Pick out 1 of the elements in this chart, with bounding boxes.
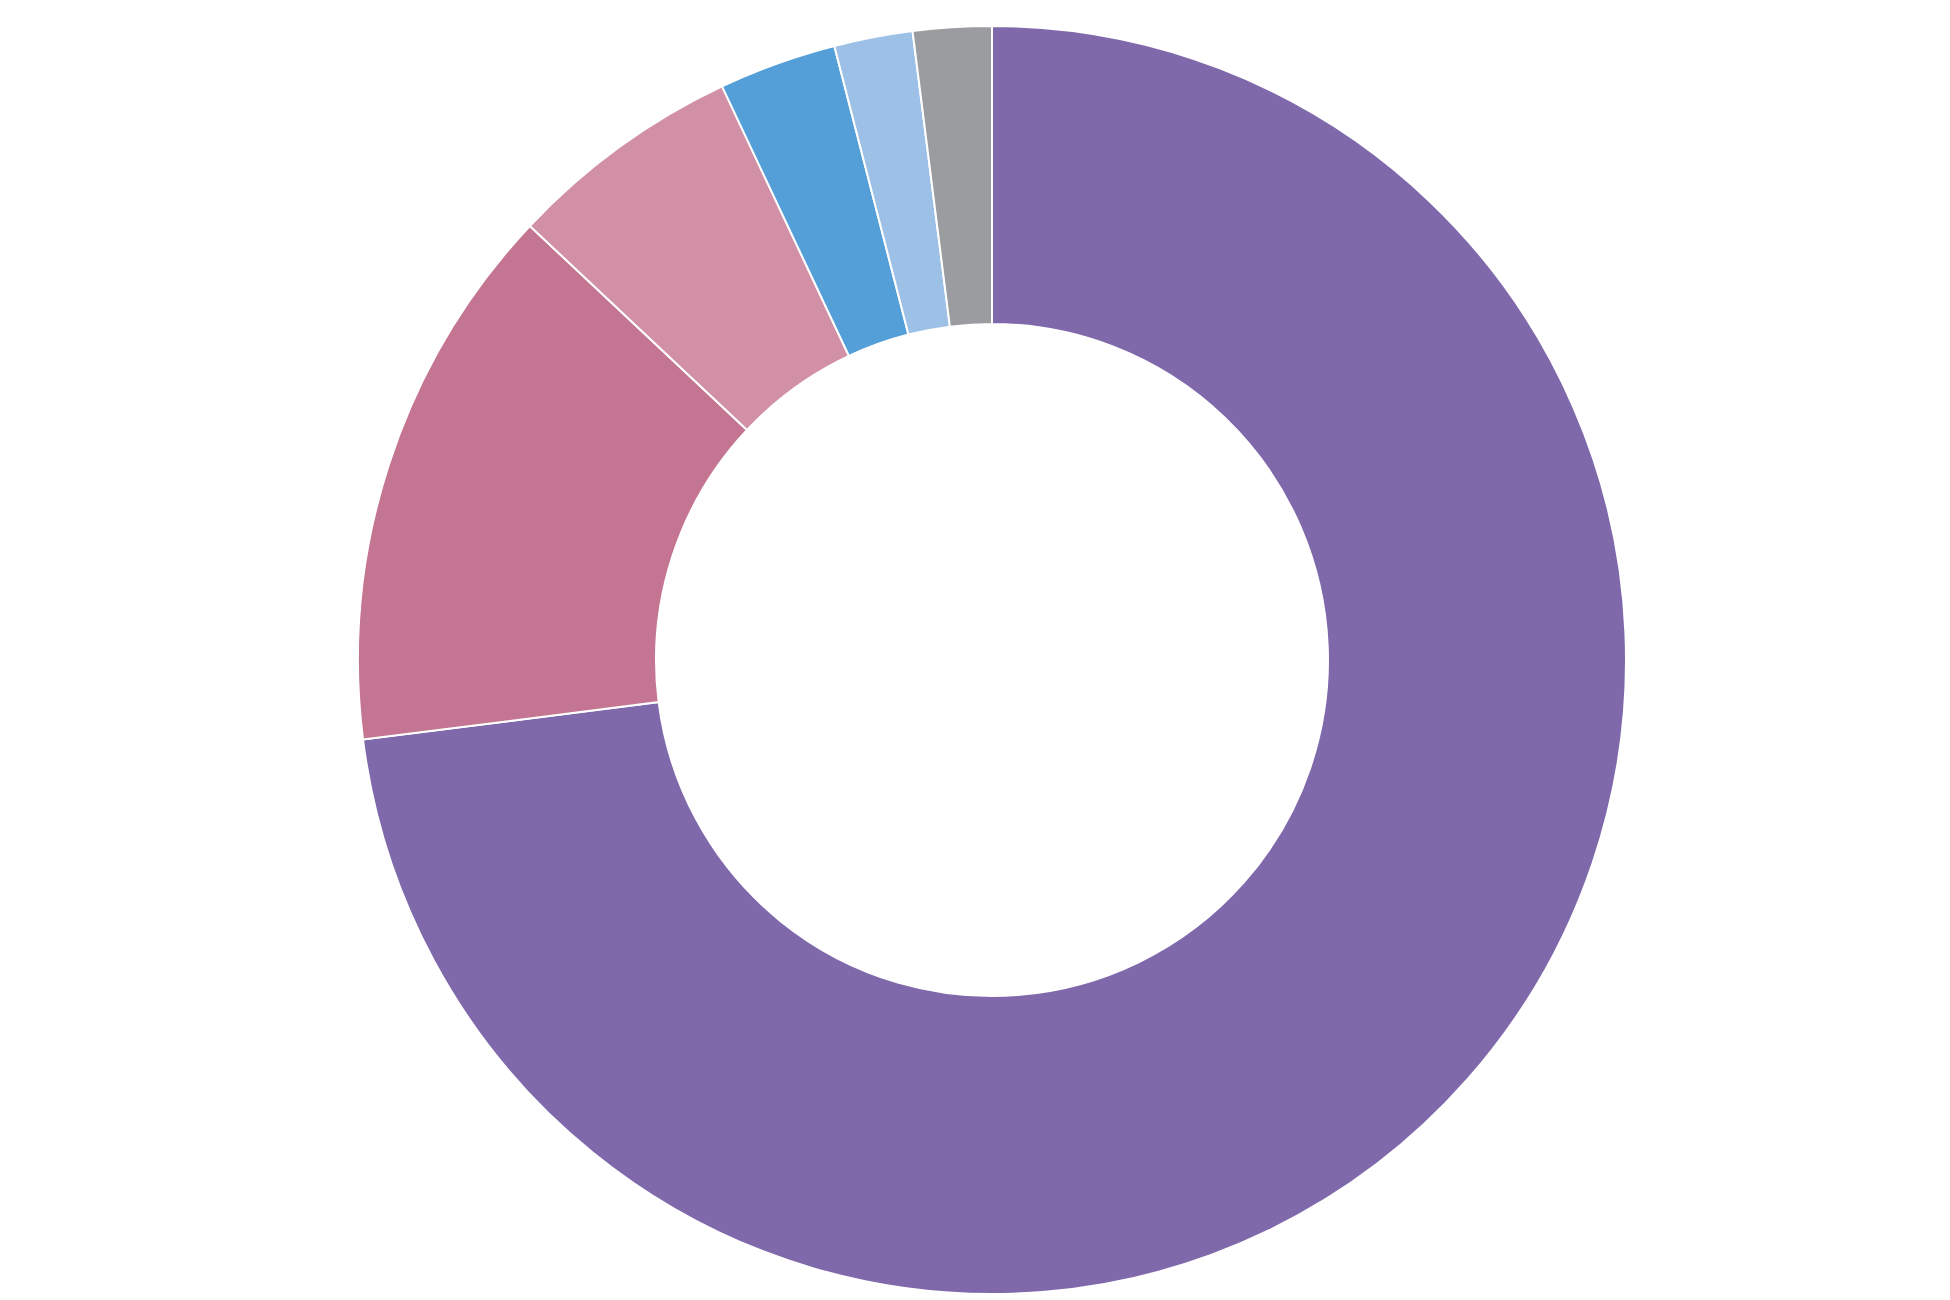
donut-slice	[362, 25, 1627, 1295]
